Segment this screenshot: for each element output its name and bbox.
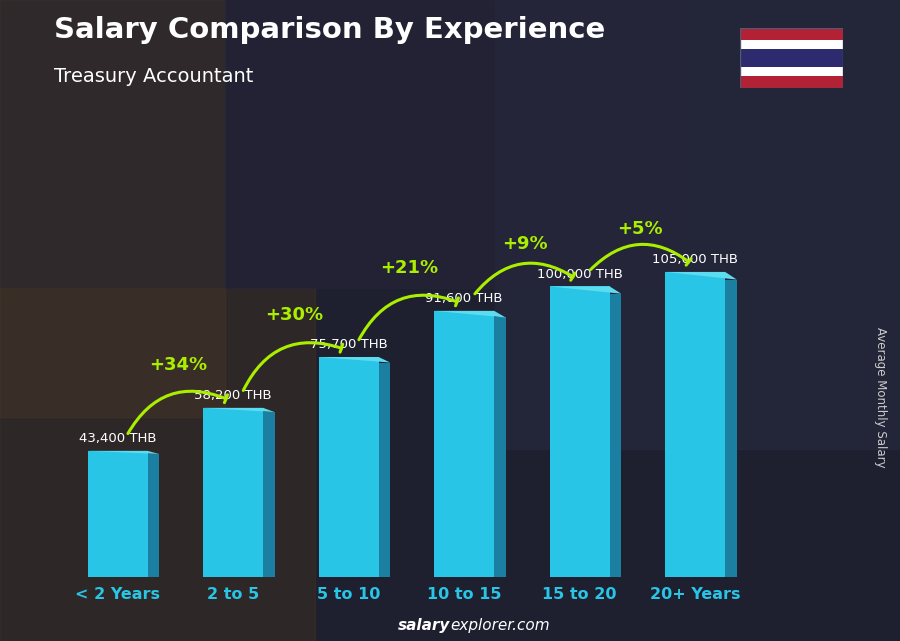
Text: salary: salary xyxy=(398,619,450,633)
Bar xyxy=(225,0,675,288)
Text: +34%: +34% xyxy=(149,356,207,374)
Polygon shape xyxy=(665,272,737,279)
Text: +30%: +30% xyxy=(265,306,323,324)
Bar xyxy=(740,76,843,88)
Polygon shape xyxy=(87,451,159,454)
Polygon shape xyxy=(434,311,506,317)
Polygon shape xyxy=(609,294,621,577)
Text: 58,200 THB: 58,200 THB xyxy=(194,389,272,403)
Bar xyxy=(740,49,843,67)
Polygon shape xyxy=(319,357,391,363)
Text: explorer.com: explorer.com xyxy=(450,619,550,633)
Text: Treasury Accountant: Treasury Accountant xyxy=(54,67,254,87)
Text: 75,700 THB: 75,700 THB xyxy=(310,338,388,351)
Polygon shape xyxy=(494,317,506,577)
Bar xyxy=(550,287,609,577)
Text: 91,600 THB: 91,600 THB xyxy=(426,292,503,305)
Bar xyxy=(87,451,148,577)
Bar xyxy=(203,408,263,577)
Text: Salary Comparison By Experience: Salary Comparison By Experience xyxy=(54,16,605,44)
Bar xyxy=(740,67,843,76)
Text: 43,400 THB: 43,400 THB xyxy=(79,432,157,445)
Bar xyxy=(0,0,225,417)
Polygon shape xyxy=(263,412,274,577)
Text: Average Monthly Salary: Average Monthly Salary xyxy=(874,327,886,468)
Polygon shape xyxy=(550,287,621,294)
Polygon shape xyxy=(379,363,391,577)
Text: 100,000 THB: 100,000 THB xyxy=(536,268,623,281)
Bar xyxy=(740,40,843,49)
Bar xyxy=(495,0,900,449)
Bar xyxy=(434,311,494,577)
Polygon shape xyxy=(148,454,159,577)
Polygon shape xyxy=(725,279,737,577)
Bar xyxy=(740,28,843,40)
Bar xyxy=(319,357,379,577)
Bar xyxy=(0,288,315,641)
Text: +21%: +21% xyxy=(381,260,438,278)
Text: 105,000 THB: 105,000 THB xyxy=(652,253,738,267)
Text: +9%: +9% xyxy=(502,235,548,253)
Bar xyxy=(665,272,725,577)
Polygon shape xyxy=(203,408,274,412)
Text: +5%: +5% xyxy=(617,221,663,238)
